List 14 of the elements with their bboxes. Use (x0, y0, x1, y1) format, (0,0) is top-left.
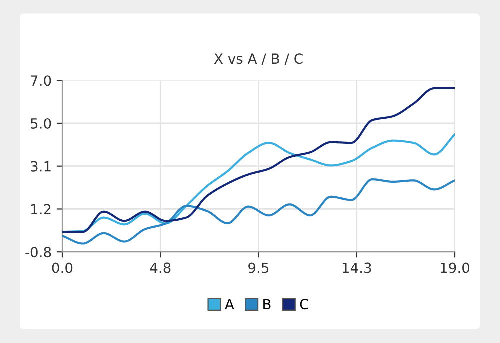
x-tick-label: 14.3 (342, 262, 372, 274)
y-tick-label: 3.1 (31, 161, 51, 172)
x-tick-label: 9.5 (248, 262, 269, 274)
y-tick-label: 7.0 (31, 76, 52, 86)
legend-label: C (300, 299, 308, 310)
y-tick-label: 1.2 (32, 204, 51, 215)
chart-title: X vs A / B / C (214, 54, 303, 66)
legend-label: B (264, 299, 271, 310)
x-tick-label: 4.8 (150, 262, 171, 274)
y-tick-label: 5.0 (31, 118, 52, 129)
x-tick-label: 0.0 (52, 262, 73, 274)
y-tick-label: -0.8 (26, 247, 52, 258)
legend-label: A (225, 299, 234, 310)
x-tick-label: 19.0 (441, 262, 470, 274)
